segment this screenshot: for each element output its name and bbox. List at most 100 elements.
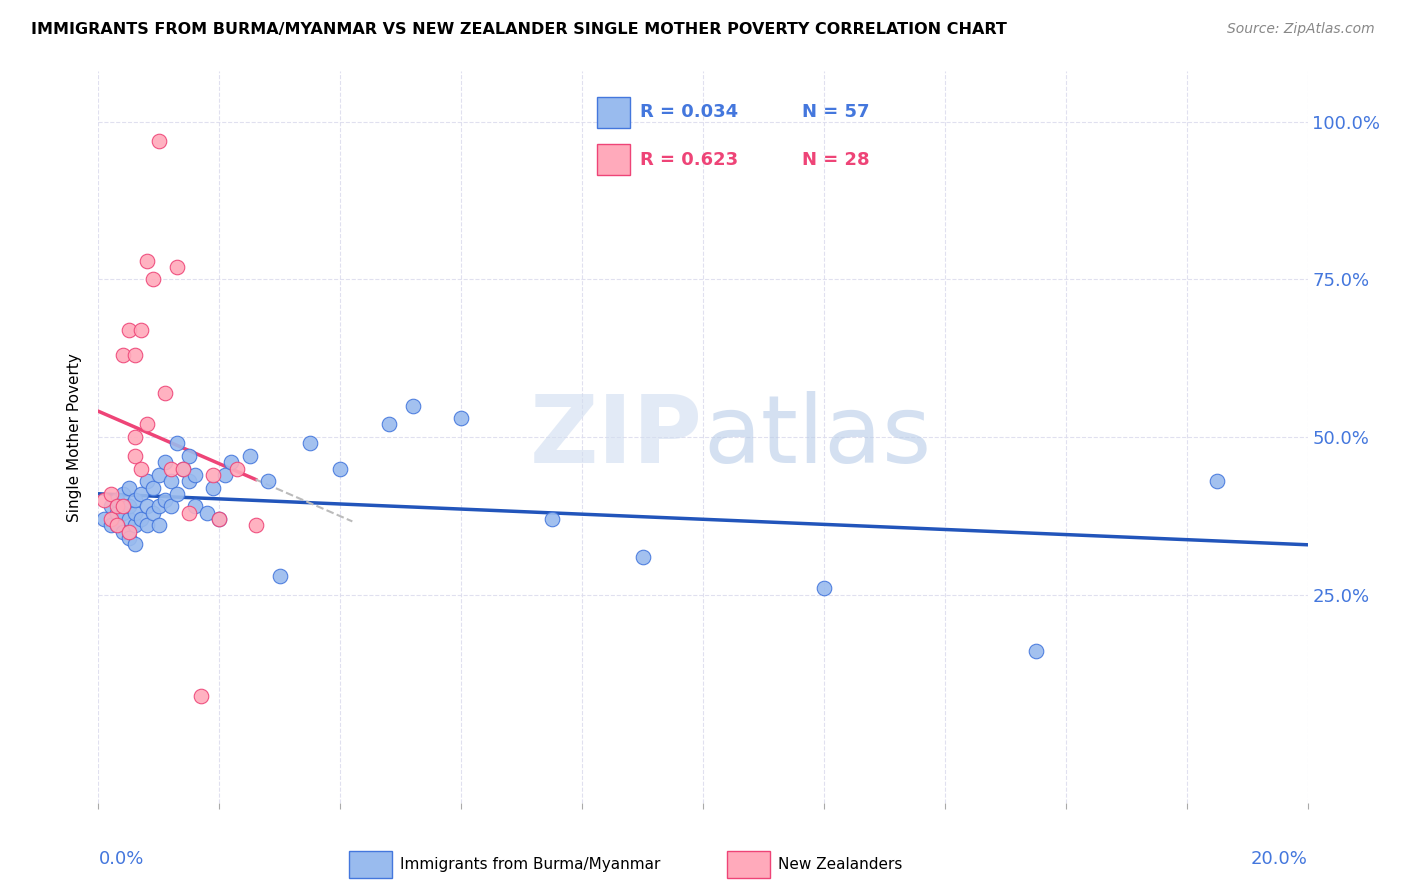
FancyBboxPatch shape (596, 97, 630, 128)
Text: atlas: atlas (703, 391, 931, 483)
Point (118, 323, 141, 337)
Point (93, 493, 115, 508)
Point (631, 549, 654, 564)
Point (377, 417, 399, 432)
Point (172, 461, 194, 475)
Text: R = 0.034: R = 0.034 (640, 103, 738, 121)
Text: Immigrants from Burma/Myanmar: Immigrants from Burma/Myanmar (399, 857, 661, 871)
Text: Source: ZipAtlas.com: Source: ZipAtlas.com (1227, 22, 1375, 37)
Point (135, 500, 157, 514)
Point (148, 500, 170, 514)
Point (153, 493, 176, 508)
Point (239, 449, 262, 463)
Text: R = 0.623: R = 0.623 (640, 151, 738, 169)
Point (184, 500, 207, 514)
Point (124, 537, 146, 551)
Point (172, 461, 194, 475)
Point (111, 348, 134, 362)
Point (100, 487, 122, 501)
Point (124, 430, 146, 444)
Y-axis label: Single Mother Poverty: Single Mother Poverty (67, 352, 83, 522)
Point (111, 524, 134, 539)
Point (105, 518, 128, 533)
Text: N = 57: N = 57 (801, 103, 869, 121)
Point (100, 518, 122, 533)
Point (160, 500, 183, 514)
Point (111, 487, 134, 501)
Point (111, 500, 134, 514)
Point (100, 512, 122, 526)
Point (118, 481, 141, 495)
Point (208, 512, 231, 526)
Point (148, 134, 170, 148)
Point (142, 506, 165, 520)
Point (166, 487, 188, 501)
Point (135, 253, 157, 268)
Point (124, 348, 146, 362)
Point (202, 481, 225, 495)
Point (118, 512, 141, 526)
Point (142, 272, 165, 286)
Text: N = 28: N = 28 (801, 151, 869, 169)
FancyBboxPatch shape (727, 851, 770, 878)
Point (118, 531, 141, 545)
Point (179, 449, 201, 463)
Point (118, 524, 141, 539)
Point (111, 506, 134, 520)
Point (540, 512, 562, 526)
FancyBboxPatch shape (596, 145, 630, 175)
Text: 20.0%: 20.0% (1251, 850, 1308, 868)
Point (245, 518, 267, 533)
Point (402, 399, 425, 413)
Point (226, 461, 249, 475)
Point (184, 467, 207, 482)
Point (118, 500, 141, 514)
Point (299, 436, 322, 450)
Point (105, 500, 128, 514)
Point (269, 569, 291, 583)
Point (124, 518, 146, 533)
Point (166, 436, 188, 450)
Point (129, 512, 152, 526)
Point (166, 260, 188, 274)
Point (202, 467, 225, 482)
Point (105, 518, 128, 533)
Point (179, 506, 201, 520)
Point (142, 481, 165, 495)
Point (450, 411, 472, 425)
Text: New Zealanders: New Zealanders (778, 857, 903, 871)
Point (124, 506, 146, 520)
Point (105, 506, 128, 520)
Point (256, 474, 278, 488)
Text: 0.0%: 0.0% (98, 850, 143, 868)
Point (105, 493, 128, 508)
Point (195, 506, 218, 520)
Point (100, 500, 122, 514)
Point (1206, 474, 1229, 488)
Point (813, 582, 835, 596)
Point (153, 455, 176, 469)
Point (179, 474, 201, 488)
Point (135, 417, 157, 432)
Point (129, 323, 152, 337)
Point (129, 461, 152, 475)
FancyBboxPatch shape (349, 851, 392, 878)
Point (208, 512, 231, 526)
Point (214, 467, 236, 482)
Text: IMMIGRANTS FROM BURMA/MYANMAR VS NEW ZEALANDER SINGLE MOTHER POVERTY CORRELATION: IMMIGRANTS FROM BURMA/MYANMAR VS NEW ZEA… (31, 22, 1007, 37)
Point (160, 461, 183, 475)
Point (135, 474, 157, 488)
Point (160, 474, 183, 488)
Point (124, 449, 146, 463)
Point (148, 518, 170, 533)
Point (129, 487, 152, 501)
Point (221, 455, 243, 469)
Text: ZIP: ZIP (530, 391, 703, 483)
Point (148, 467, 170, 482)
Point (1024, 644, 1046, 658)
Point (135, 518, 157, 533)
Point (190, 689, 212, 703)
Point (153, 386, 176, 401)
Point (93, 512, 115, 526)
Point (124, 493, 146, 508)
